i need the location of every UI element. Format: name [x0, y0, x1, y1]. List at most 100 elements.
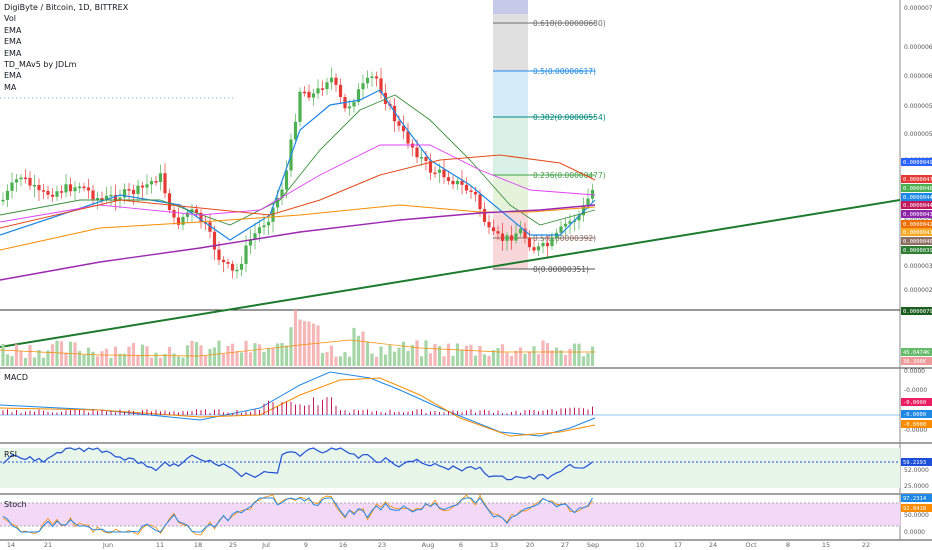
candle	[46, 191, 50, 195]
volume-bar	[433, 343, 437, 366]
candle	[419, 157, 424, 159]
macd-tag-label: -0.0000	[903, 412, 926, 418]
legend-volume[interactable]: Vol	[4, 14, 16, 24]
volume-bar	[275, 343, 280, 366]
candle	[280, 189, 284, 199]
volume-bar	[50, 344, 55, 366]
price-tag-label: 0.00000405	[903, 239, 932, 245]
volume-bar	[221, 353, 226, 366]
volume-bar	[203, 355, 208, 366]
candle	[28, 177, 32, 186]
candle	[406, 131, 410, 144]
volume-bar	[248, 352, 253, 366]
candle	[266, 221, 271, 226]
volume-bar	[559, 350, 563, 366]
volume-bar	[320, 353, 325, 366]
volume-bar	[280, 342, 284, 366]
volume-bar	[329, 345, 334, 366]
volume-bar	[410, 344, 415, 366]
legend-ema-1[interactable]: EMA	[4, 25, 22, 35]
candle	[64, 184, 68, 193]
price-tag	[901, 158, 932, 166]
candle	[532, 247, 536, 251]
volume-bar	[536, 354, 541, 366]
time-tick-label: 16	[339, 541, 347, 549]
volume-bar	[419, 356, 424, 366]
volume-bar	[496, 348, 500, 366]
volume-bar	[158, 357, 163, 366]
candle	[316, 88, 320, 94]
volume-bar	[41, 357, 46, 366]
candle	[239, 263, 244, 270]
legend-ema-2[interactable]: EMA	[4, 37, 22, 47]
legend-ma[interactable]: MA	[4, 82, 17, 92]
candle	[235, 269, 239, 272]
fib-level-label: 0.382(0.00000554)	[533, 113, 606, 122]
macd-panel-label[interactable]: MACD	[4, 373, 28, 382]
volume-bar	[95, 356, 100, 366]
candle	[334, 77, 338, 85]
macd-tick-label: 0.0000	[904, 368, 925, 375]
volume-bar	[73, 342, 77, 366]
candle	[442, 169, 446, 178]
volume-bar	[469, 344, 473, 366]
volume-bar	[577, 343, 581, 366]
candle	[473, 191, 478, 195]
volume-bar	[235, 351, 239, 366]
candle	[163, 173, 167, 194]
volume-bar	[194, 342, 199, 366]
rsi-tick-label: 52.0000	[904, 467, 929, 474]
volume-bar	[271, 347, 275, 366]
volume-bar	[554, 347, 559, 366]
time-tick-label: 21	[44, 541, 52, 549]
legend-td-ma[interactable]: TD_MAv5 by JDLm	[4, 60, 77, 70]
candle	[460, 180, 464, 185]
volume-bar	[491, 350, 496, 366]
volume-bar	[145, 346, 149, 366]
time-tick-label: 24	[709, 541, 717, 549]
candle	[590, 189, 595, 199]
stoch-panel-label[interactable]: Stoch	[4, 500, 27, 509]
rsi-panel-label[interactable]: RSI	[4, 450, 17, 459]
candle	[451, 180, 455, 185]
candle	[127, 189, 131, 191]
price-tag	[901, 307, 932, 315]
time-tick-label: 9	[304, 541, 308, 549]
legend-ema-3[interactable]: EMA	[4, 48, 22, 58]
candle	[559, 226, 563, 233]
candle	[298, 91, 302, 122]
volume-bar	[383, 354, 388, 366]
candle	[257, 227, 262, 234]
volume-bar	[347, 356, 352, 366]
fib-level-label: 0.5(0.00000617)	[533, 67, 596, 76]
volume-bar	[392, 351, 397, 366]
volume-bar	[77, 351, 82, 366]
legend-title[interactable]: DigiByte / Bitcoin, 1D, BITTREX	[4, 3, 129, 12]
candle	[212, 231, 217, 250]
time-tick-label: 23	[378, 541, 386, 549]
volume-bar	[451, 355, 455, 366]
volume-bar	[532, 346, 536, 366]
volume-bar	[523, 353, 527, 366]
fib-level-label: 0.236(0.00000477)	[533, 171, 606, 180]
candle	[325, 82, 329, 90]
volume-bar	[343, 352, 347, 366]
volume-bar	[167, 347, 172, 366]
volume-bar	[64, 352, 68, 366]
ema-orange-line	[0, 204, 596, 251]
candle	[433, 172, 437, 175]
time-tick-label: Aug	[422, 541, 435, 549]
trendline	[0, 199, 901, 348]
candle	[37, 185, 41, 191]
candle	[176, 217, 181, 225]
legend-ema-4[interactable]: EMA	[4, 71, 22, 81]
candle	[577, 215, 581, 221]
volume-bar	[208, 348, 212, 366]
candle	[172, 209, 176, 218]
candle	[226, 262, 230, 264]
volume-bar	[55, 340, 59, 366]
volume-bar	[401, 341, 406, 366]
volume-bar	[5, 354, 10, 366]
